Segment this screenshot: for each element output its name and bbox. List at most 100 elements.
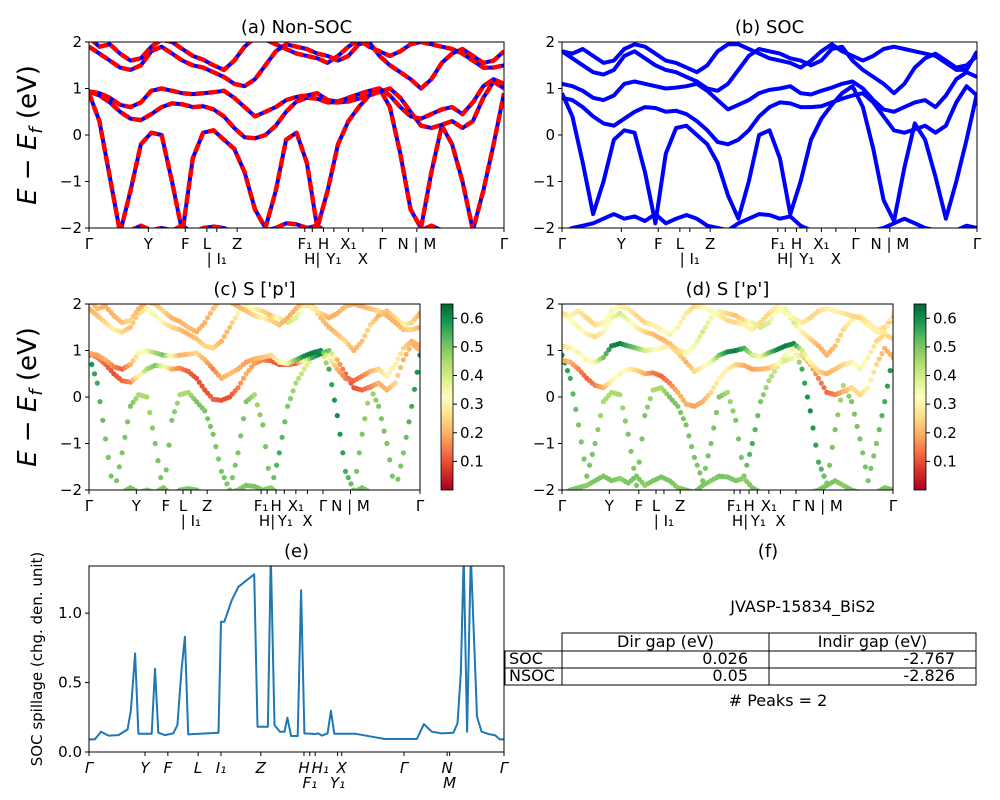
projection-point [213, 304, 219, 309]
projection-point [196, 379, 202, 385]
y-tick-label: 0 [72, 126, 82, 144]
projection-point [298, 371, 304, 377]
spillage-plot [89, 566, 504, 741]
projection-point [678, 320, 684, 326]
projection-point [749, 440, 755, 447]
projection-point [392, 361, 398, 367]
projection-point [86, 297, 91, 302]
projection-point [387, 457, 393, 463]
panel-title-d: (d) S ['p'] [686, 279, 770, 300]
projection-point [342, 468, 349, 474]
projection-point [805, 491, 810, 496]
projection-point [271, 487, 277, 490]
colorbar-tick-label: 0.4 [933, 367, 957, 385]
projection-point [636, 459, 642, 465]
projection-point [860, 362, 866, 368]
x-tick-label: H| [732, 512, 748, 530]
projection-point [287, 396, 293, 402]
projection-point [813, 442, 819, 448]
table-column-header: Dir gap (eV) [617, 632, 714, 651]
projection-point [102, 436, 109, 442]
projection-point [868, 491, 873, 496]
x-tick-label: M [443, 774, 456, 792]
projection-point [876, 356, 882, 362]
projection-point [218, 468, 224, 474]
projection-point [262, 444, 269, 450]
x-tick-label: Γ [85, 497, 94, 515]
y-tick-label: −1 [60, 173, 82, 191]
projection-point [326, 366, 332, 372]
projection-point [163, 487, 169, 490]
projection-point [409, 492, 414, 497]
projection-point [882, 399, 888, 405]
projection-point [600, 354, 607, 361]
colorbar-tick-label: 0.6 [933, 309, 957, 327]
band-line-0 [562, 84, 977, 226]
x-tick-label: H [318, 235, 329, 253]
projection-point [127, 317, 133, 323]
projection-point [738, 454, 744, 460]
projection-point [373, 397, 379, 403]
x-tick-label: | I₁ [654, 512, 674, 530]
projection-point [755, 413, 761, 419]
projection-point [733, 417, 739, 423]
projection-point [384, 440, 390, 447]
projection-point [365, 327, 371, 333]
table-cell: -2.826 [903, 666, 955, 685]
x-tick-label: I₁ [216, 759, 226, 777]
projection-point [218, 338, 224, 344]
y-tick-label: −1 [533, 435, 555, 453]
axes-frame [561, 303, 894, 491]
projection-point [606, 312, 612, 318]
projection-point [786, 492, 791, 497]
projection-point [562, 352, 565, 358]
projection-point [887, 316, 893, 323]
y-label-unit: (eV) [13, 65, 43, 127]
projection-point [868, 465, 874, 471]
projection-point [777, 492, 782, 497]
projection-point [276, 450, 282, 456]
projection-point [713, 409, 720, 416]
projection-point [171, 409, 178, 415]
projection-point [313, 492, 318, 497]
projection-point [862, 358, 869, 364]
projection-point [871, 344, 877, 350]
band-line-1 [562, 84, 977, 147]
projection-point [766, 378, 772, 384]
projection-point [334, 413, 340, 419]
projection-point [810, 425, 816, 431]
projection-point [708, 389, 714, 395]
bands-b [562, 42, 977, 228]
peaks-count: # Peaks = 2 [729, 691, 828, 710]
projection-point [389, 473, 395, 479]
projection-point [700, 329, 706, 335]
projection-point [224, 491, 229, 496]
x-tick-label: N | M [804, 497, 843, 515]
projection-point [370, 391, 376, 397]
projection-point [323, 360, 329, 366]
projection-point [589, 451, 595, 457]
projection-point [832, 427, 838, 433]
projection-point [125, 419, 131, 425]
x-tick-label: Γ [500, 759, 510, 777]
colorbar-tick-label: 0.3 [460, 395, 484, 413]
projection-point [890, 354, 893, 361]
y-tick-label: 1 [72, 342, 82, 360]
projection-point [570, 391, 576, 397]
projection-point [365, 488, 371, 490]
projection-point [622, 418, 629, 424]
points-c [86, 297, 420, 497]
x-tick-label: H [791, 235, 802, 253]
projection-point [329, 358, 335, 364]
projection-point [584, 473, 590, 479]
axes-frame [561, 41, 978, 229]
projection-point [694, 338, 700, 344]
projection-point [290, 388, 296, 394]
projection-point [127, 361, 133, 367]
projection-point [384, 492, 389, 497]
projection-point [702, 324, 709, 330]
